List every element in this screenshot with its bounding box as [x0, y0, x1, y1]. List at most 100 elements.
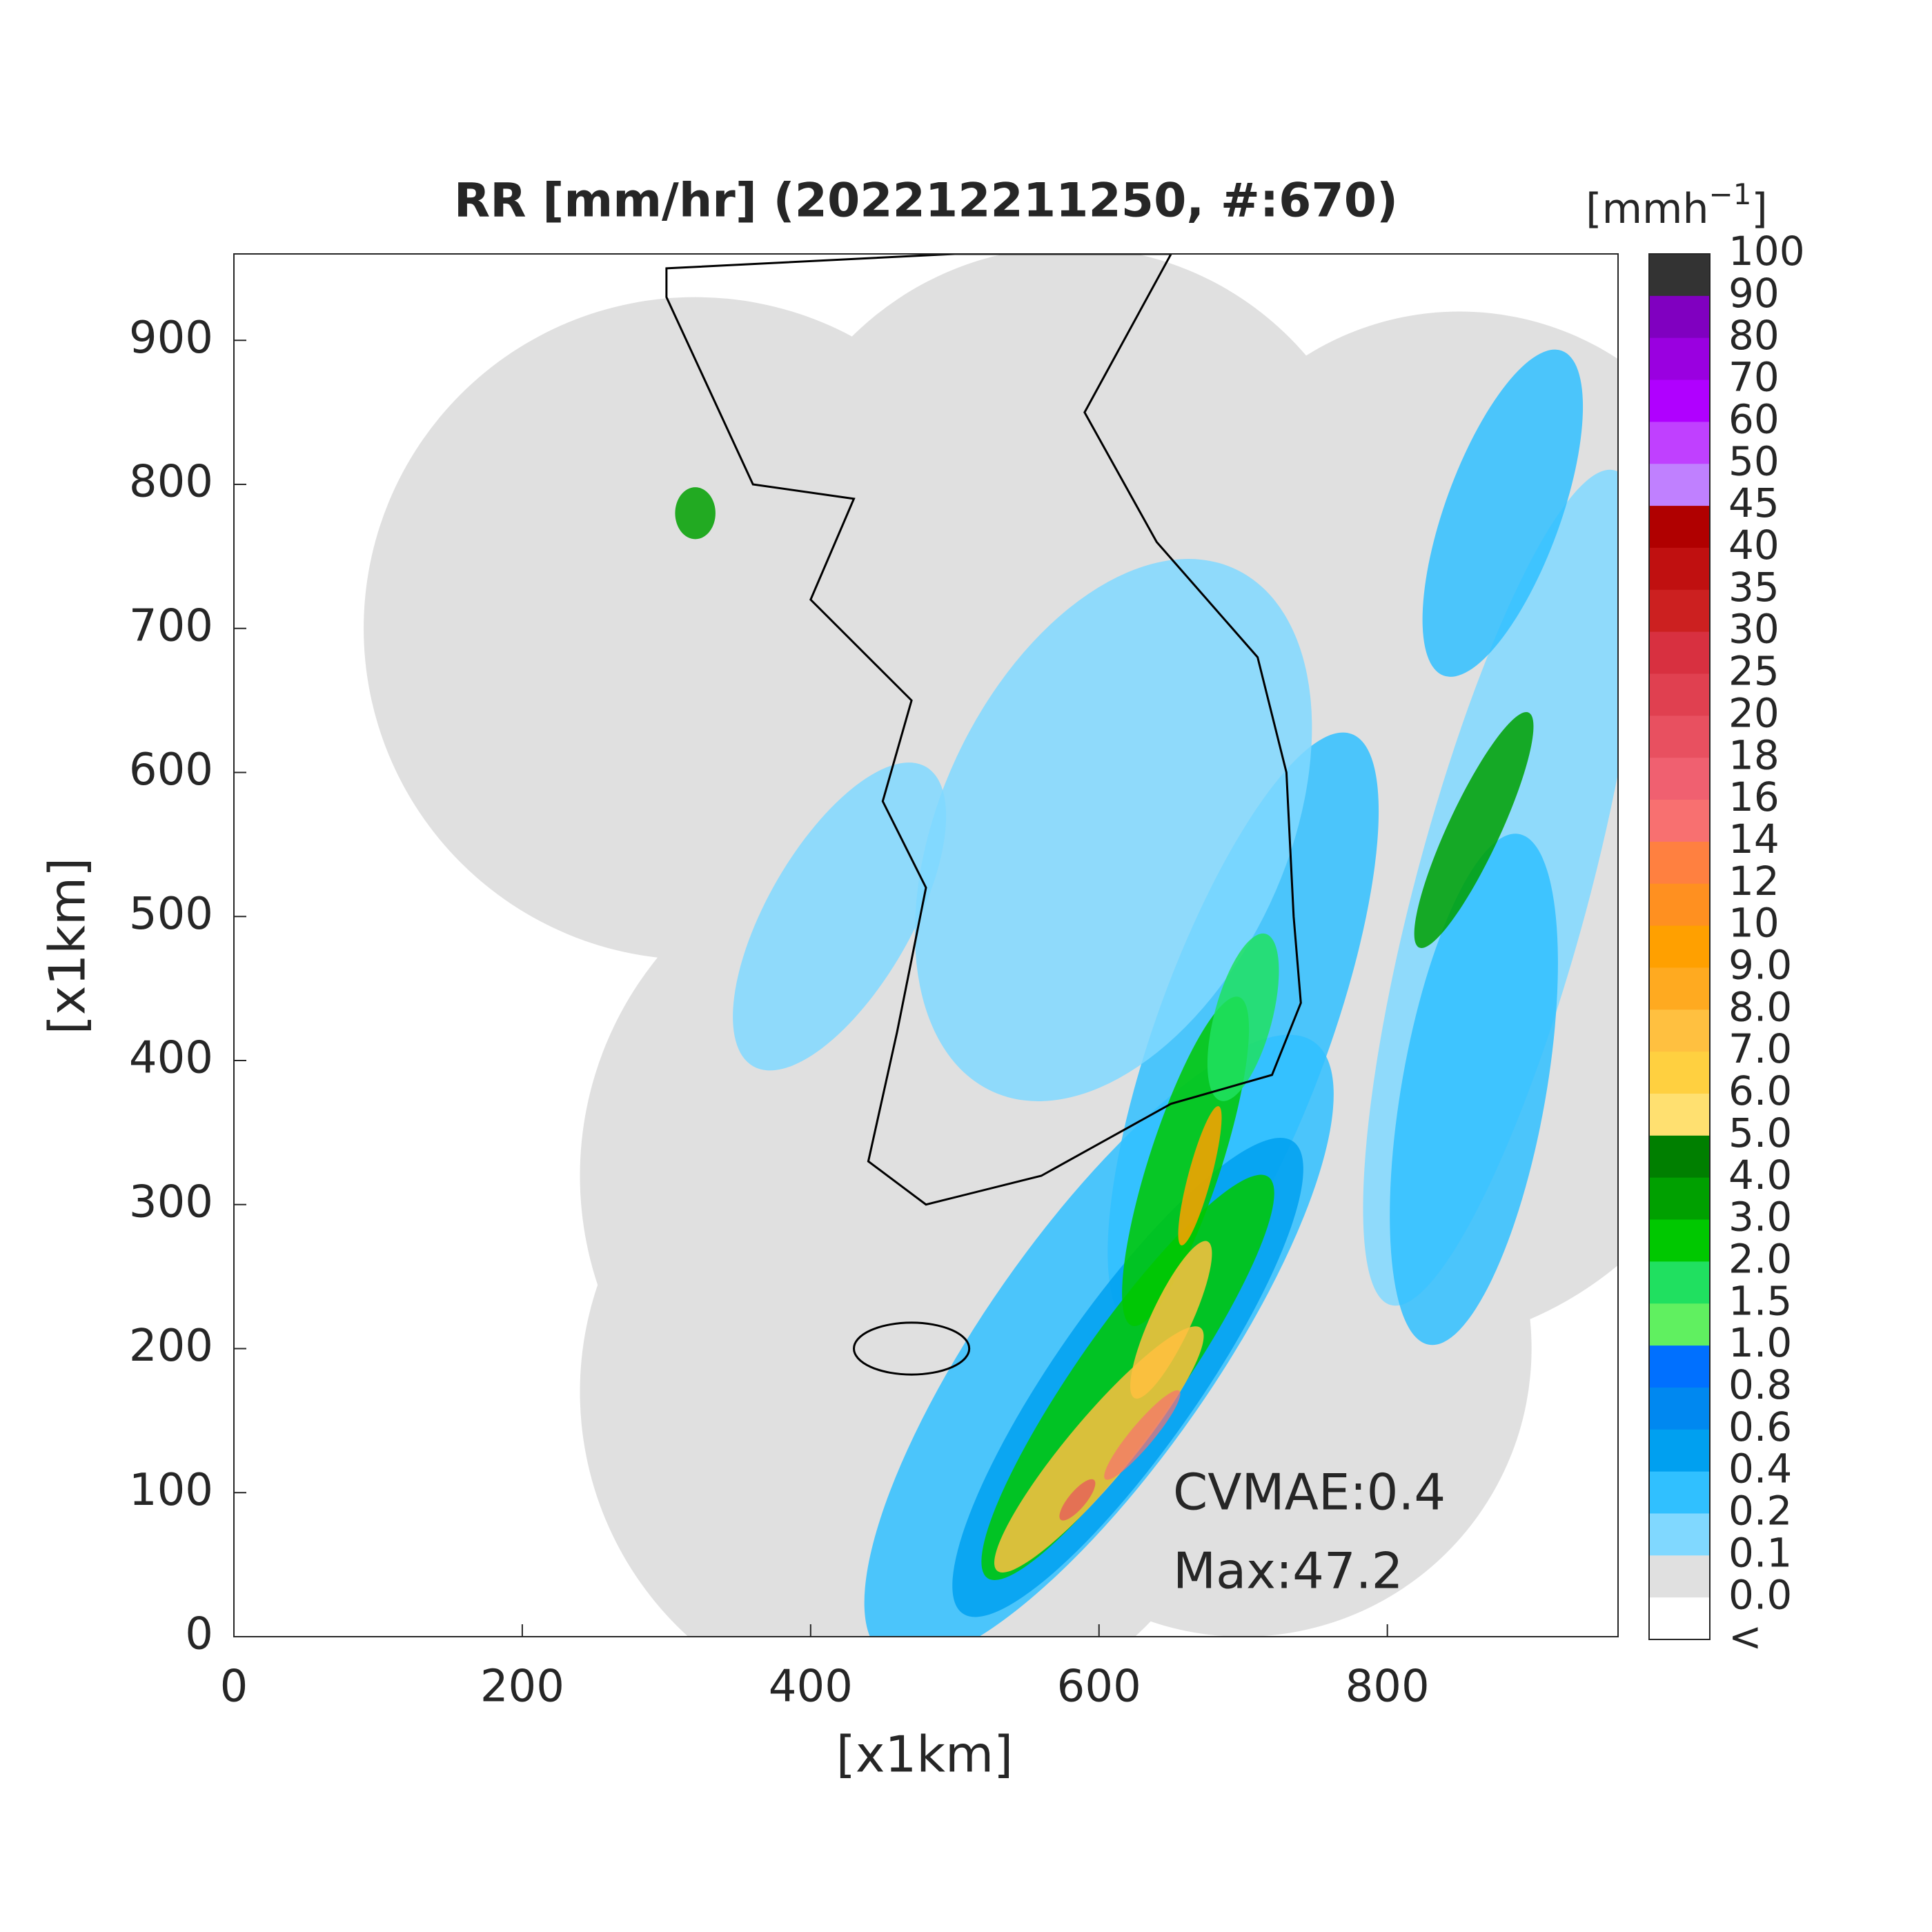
colorbar-label: 7.0 [1728, 1025, 1792, 1072]
x-tick-label: 600 [1057, 1662, 1141, 1713]
colorbar-swatch [1649, 1135, 1710, 1179]
colorbar-swatch [1649, 1555, 1710, 1598]
colorbar-swatch [1649, 1597, 1710, 1640]
colorbar-swatch [1649, 1346, 1710, 1388]
coastline [665, 254, 1302, 1206]
y-tick-label: 400 [129, 1033, 213, 1084]
cvmae-annotation: CVMAE:0.4 [1173, 1463, 1446, 1521]
colorbar-label: 20 [1728, 689, 1780, 736]
precipitation [1178, 1106, 1222, 1245]
x-axis-label: [x1km] [836, 1726, 1013, 1784]
colorbar-swatch [1649, 1471, 1710, 1514]
colorbar-label: 1.5 [1728, 1277, 1792, 1324]
x-tick-label: 400 [769, 1662, 853, 1713]
colorbar-label: 0.8 [1728, 1361, 1792, 1408]
precipitation [675, 487, 716, 540]
colorbar-swatch [1649, 295, 1710, 339]
colorbar-label: 35 [1728, 564, 1780, 611]
x-tick-label: 0 [220, 1662, 248, 1713]
colorbar-label: 70 [1728, 354, 1780, 401]
colorbar-label: 80 [1728, 312, 1780, 359]
precipitation [1390, 834, 1558, 1346]
colorbar-label: 3.0 [1728, 1194, 1792, 1241]
colorbar-label: 90 [1728, 270, 1780, 317]
x-tick-label: 800 [1346, 1662, 1430, 1713]
colorbar-swatch [1649, 716, 1710, 758]
map-area [364, 254, 1618, 1637]
colorbar-label: 25 [1728, 648, 1780, 695]
y-tick-label: 800 [129, 457, 213, 508]
colorbar-swatch [1649, 337, 1710, 381]
colorbar-unit: [mmh−1] [1586, 177, 1768, 233]
colorbar-label: 40 [1728, 522, 1780, 569]
colorbar-swatch [1649, 464, 1710, 506]
colorbar-label: 30 [1728, 606, 1780, 653]
colorbar-frame [1648, 253, 1711, 1640]
precipitation [1104, 1390, 1181, 1480]
precipitation [914, 559, 1312, 1101]
colorbar-swatch [1649, 1052, 1710, 1094]
colorbar-swatch [1649, 422, 1710, 464]
unit-base: [mmh [1586, 185, 1708, 233]
precipitation [1130, 1241, 1212, 1399]
colorbar-label: 0.2 [1728, 1488, 1792, 1535]
colorbar-swatch [1649, 967, 1710, 1010]
y-tick-label: 0 [185, 1609, 213, 1660]
colorbar-label: 12 [1728, 858, 1780, 905]
unit-exponent: −1 [1709, 177, 1752, 211]
colorbar-swatch [1649, 1177, 1710, 1221]
colorbar-swatch [1649, 1513, 1710, 1556]
y-axis-label: [x1km] [39, 858, 97, 1034]
colorbar-label: 1.0 [1728, 1319, 1792, 1366]
x-tick-label: 200 [480, 1662, 564, 1713]
colorbar-label: 18 [1728, 731, 1780, 778]
colorbar-label: 0.6 [1728, 1403, 1792, 1450]
colorbar-label: 0.1 [1728, 1529, 1792, 1576]
precipitation [1207, 933, 1279, 1101]
colorbar-label: 100 [1728, 228, 1805, 275]
colorbar-label: 60 [1728, 396, 1780, 443]
y-tick-label: 900 [129, 313, 213, 364]
colorbar-swatch [1649, 1093, 1710, 1136]
precipitation [1414, 711, 1534, 949]
y-tick-label: 700 [129, 600, 213, 651]
title: RR [mm/hr] (202212211250, #:670) [454, 174, 1398, 228]
unit-close: ] [1751, 185, 1767, 233]
colorbar-swatch [1649, 1303, 1710, 1346]
colorbar-label: 14 [1728, 816, 1780, 862]
colorbar-swatch [1649, 1261, 1710, 1304]
colorbar-label: 45 [1728, 480, 1780, 526]
colorbar-swatch [1649, 631, 1710, 674]
colorbar-label: 0.0 [1728, 1571, 1792, 1618]
colorbar-label: < [1728, 1613, 1762, 1660]
colorbar-swatch [1649, 379, 1710, 422]
colorbar-swatch [1649, 1429, 1710, 1472]
colorbar-swatch [1649, 506, 1710, 549]
y-tick-label: 100 [129, 1465, 213, 1516]
colorbar-label: 9.0 [1728, 942, 1792, 989]
colorbar-swatch [1649, 254, 1710, 297]
axes-frame [233, 253, 1619, 1637]
y-tick-label: 300 [129, 1176, 213, 1228]
colorbar-label: 0.4 [1728, 1446, 1792, 1492]
colorbar-swatch [1649, 1009, 1710, 1052]
colorbar-label: 5.0 [1728, 1110, 1792, 1156]
precipitation [733, 762, 947, 1071]
colorbar-label: 6.0 [1728, 1067, 1792, 1114]
colorbar-label: 8.0 [1728, 983, 1792, 1030]
colorbar-swatch [1649, 883, 1710, 927]
colorbar-swatch [1649, 589, 1710, 633]
precipitation [1059, 1479, 1096, 1521]
colorbar-label: 50 [1728, 437, 1780, 484]
colorbar-swatch [1649, 673, 1710, 716]
precipitation [1422, 349, 1584, 677]
colorbar-swatch [1649, 800, 1710, 842]
colorbar-swatch [1649, 841, 1710, 885]
colorbar-swatch [1649, 925, 1710, 968]
max-annotation: Max:47.2 [1173, 1542, 1403, 1600]
colorbar-label: 4.0 [1728, 1152, 1792, 1199]
jeju-island [853, 1321, 971, 1376]
colorbar-label: 10 [1728, 900, 1780, 947]
colorbar-swatch [1649, 547, 1710, 591]
